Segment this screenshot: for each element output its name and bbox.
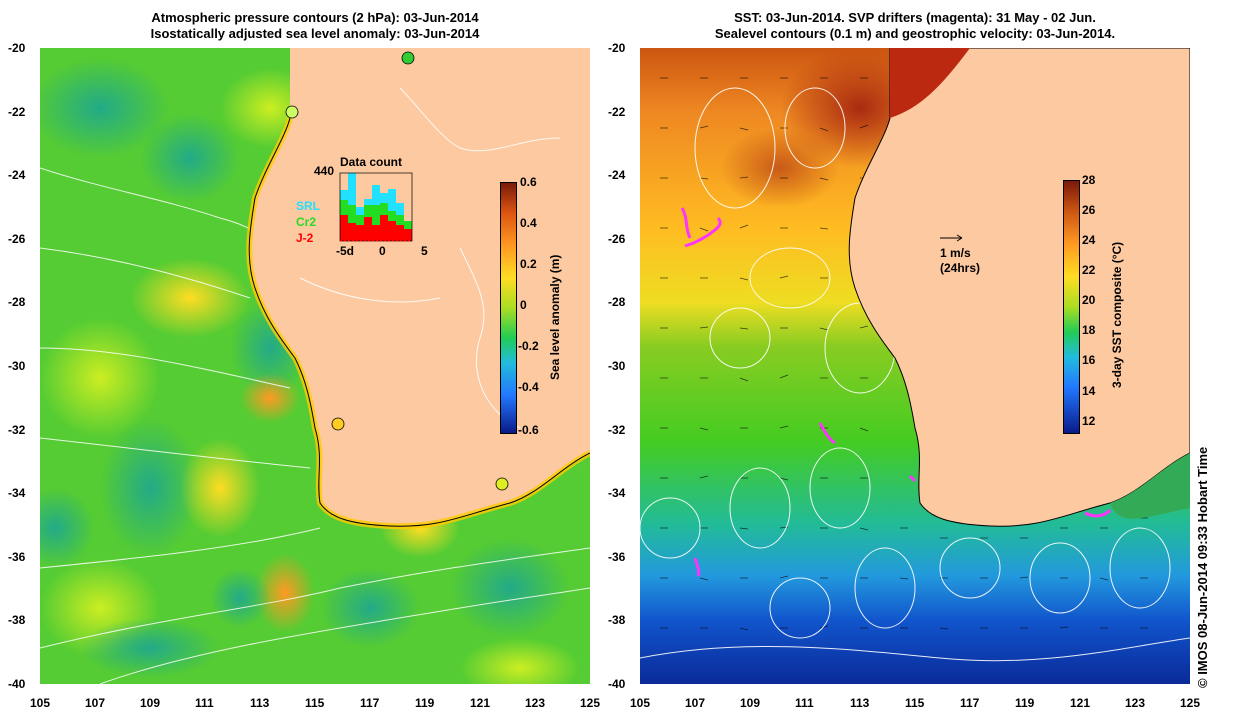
lon-tick-label: 105 (30, 696, 51, 710)
lon-tick-label: 125 (580, 696, 601, 710)
sst-colorbar (1063, 180, 1080, 434)
lon-tick-label: 109 (140, 696, 161, 710)
inset-xtick-0: 0 (379, 244, 386, 258)
right-cbar-tick: 20 (1082, 293, 1096, 307)
sea-level-anomaly-graphic (40, 48, 590, 684)
lon-tick-label: 113 (250, 696, 270, 710)
left-cbar-tick: 0.2 (520, 257, 537, 271)
lat-tick-label: -32 (8, 422, 26, 437)
right-cbar-tick: 14 (1082, 384, 1096, 398)
right-cbar-label: 3-day SST composite (°C) (1110, 241, 1124, 388)
tide-gauge-marker (401, 51, 415, 65)
velocity-scale-sublabel: (24hrs) (940, 261, 981, 275)
inset-histogram (339, 172, 413, 242)
lon-tick-label: 111 (195, 696, 214, 710)
inset-xtick-5: 5 (421, 244, 428, 258)
lat-tick-label: -26 (8, 231, 26, 246)
lat-tick-label: -34 (8, 486, 26, 501)
left-cbar-tick: -0.6 (518, 423, 539, 437)
lon-tick-label: 117 (360, 696, 380, 710)
right-map-title: SST: 03-Jun-2014. SVP drifters (magenta)… (640, 10, 1190, 42)
lon-tick-label: 111 (795, 696, 814, 710)
lon-tick-label: 109 (740, 696, 761, 710)
left-cbar-label: Sea level anomaly (m) (548, 254, 562, 380)
lat-tick-label: -30 (608, 359, 626, 373)
left-cbar-tick: -0.4 (518, 380, 539, 394)
velocity-scale-label: 1 m/s (940, 246, 971, 260)
histogram-bars (340, 173, 412, 241)
lat-tick-label: -22 (608, 104, 626, 119)
lat-tick-label: -22 (8, 104, 26, 119)
left-map-title: Atmospheric pressure contours (2 hPa): 0… (40, 10, 590, 42)
lon-tick-label: 107 (685, 696, 706, 710)
lon-tick-label: 123 (1125, 696, 1146, 710)
right-cbar-tick: 12 (1082, 414, 1096, 428)
lat-tick-label: -38 (8, 613, 26, 628)
tide-gauge-marker (495, 477, 509, 491)
tide-gauge-marker (331, 417, 345, 431)
lat-tick-label: -32 (608, 422, 626, 437)
lon-tick-label: 115 (305, 696, 325, 710)
lon-tick-label: 113 (850, 696, 870, 710)
sea-level-anomaly-map (40, 48, 590, 684)
lon-tick-label: 119 (415, 696, 435, 710)
lon-tick-label: 125 (1180, 696, 1201, 710)
left-cbar-tick: 0 (520, 298, 527, 312)
left-cbar-tick: 0.6 (520, 175, 537, 189)
velocity-scale-arrow (940, 234, 963, 242)
lat-tick-label: -24 (608, 168, 626, 183)
left-title-line2: Isostatically adjusted sea level anomaly… (150, 26, 480, 41)
data-count-inset: Data count 440 SRL Cr2 J-2 -5d 0 5 (290, 155, 440, 265)
inset-ymax: 440 (314, 164, 335, 178)
lat-tick-label: -34 (608, 486, 626, 501)
inset-xtick-minus5: -5d (336, 244, 354, 258)
left-cbar-tick: -0.2 (518, 339, 539, 353)
inset-legend-cr2: Cr2 (296, 215, 317, 229)
right-cbar-tick: 26 (1082, 203, 1096, 217)
lat-tick-label: -28 (608, 295, 626, 310)
svp-drifter-tracks (680, 207, 1112, 577)
inset-legend-j2: J-2 (296, 231, 314, 245)
lon-tick-label: 119 (1015, 696, 1035, 710)
left-cbar-tick: 0.4 (520, 216, 537, 230)
right-cbar-tick: 24 (1082, 233, 1096, 247)
lon-tick-label: 115 (905, 696, 925, 710)
lon-tick-label: 117 (960, 696, 980, 710)
imos-credit: © IMOS 08-Jun-2014 09:33 Hobart Time (1195, 446, 1210, 688)
lat-tick-label: -38 (608, 613, 626, 628)
left-title-line1: Atmospheric pressure contours (2 hPa): 0… (151, 10, 479, 25)
lon-tick-label: 107 (85, 696, 106, 710)
lat-tick-label: -36 (608, 549, 626, 564)
lon-tick-label: 123 (525, 696, 546, 710)
lat-tick-label: -30 (8, 359, 26, 373)
lat-tick-label: -28 (8, 295, 26, 310)
right-title-line1: SST: 03-Jun-2014. SVP drifters (magenta)… (734, 10, 1096, 25)
lon-tick-label: 121 (1070, 696, 1091, 710)
lat-tick-label: -20 (8, 41, 26, 55)
lat-tick-label: -26 (608, 231, 626, 246)
right-cbar-tick: 18 (1082, 323, 1096, 337)
lon-tick-label: 121 (470, 696, 491, 710)
sea-level-colorbar (500, 182, 517, 434)
right-title-line2: Sealevel contours (0.1 m) and geostrophi… (714, 26, 1116, 41)
tide-gauge-marker (285, 105, 299, 119)
lat-tick-label: -36 (8, 549, 26, 564)
lat-tick-label: -20 (608, 41, 626, 55)
sst-map (640, 48, 1190, 684)
inset-title: Data count (340, 155, 403, 169)
lat-tick-label: -24 (8, 168, 26, 183)
inset-legend-srl: SRL (296, 199, 320, 213)
lon-tick-label: 105 (630, 696, 651, 710)
right-cbar-tick: 28 (1082, 173, 1096, 187)
lat-tick-label: -40 (8, 677, 26, 691)
lat-tick-label: -40 (608, 677, 626, 691)
sst-graphic (640, 48, 1190, 684)
right-cbar-tick: 16 (1082, 353, 1096, 367)
right-cbar-tick: 22 (1082, 263, 1096, 277)
